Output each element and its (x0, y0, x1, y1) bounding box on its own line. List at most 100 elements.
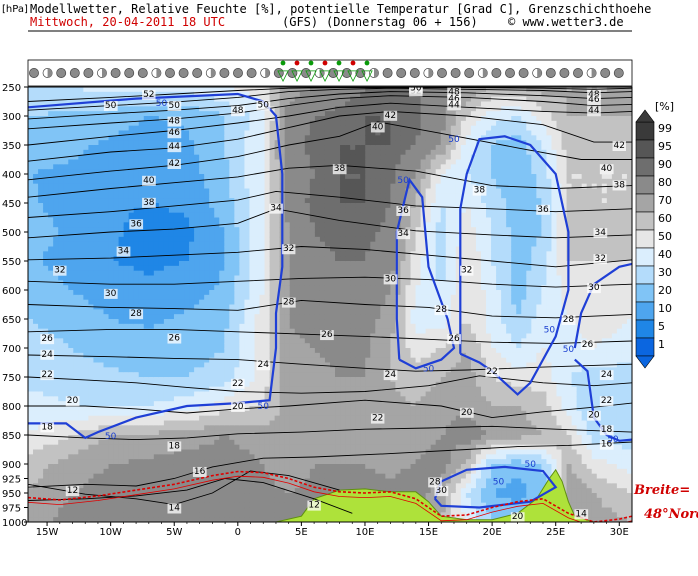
rh-cell (133, 420, 140, 426)
rh-cell (158, 483, 165, 489)
rh-cell (68, 275, 74, 281)
rh-cell (189, 396, 195, 402)
rh-cell (194, 265, 200, 272)
rh-cell (284, 178, 291, 185)
rh-cell (78, 396, 84, 402)
rh-cell (224, 217, 230, 223)
rh-cell (43, 435, 49, 441)
rh-cell (199, 135, 205, 141)
rh-cell (189, 401, 195, 407)
rh-cell (68, 125, 74, 132)
rh-cell (214, 333, 220, 339)
rh-cell (43, 178, 49, 185)
rh-cell (168, 449, 175, 455)
rh-cell (184, 454, 190, 460)
rh-cell (199, 333, 205, 339)
rh-cell (153, 101, 160, 107)
rh-cell (254, 111, 261, 117)
rh-cell (204, 319, 210, 325)
rh-cell (53, 159, 59, 165)
rh-cell (133, 241, 140, 248)
rh-cell (184, 401, 190, 407)
rh-cell (163, 357, 170, 364)
rh-cell (48, 285, 54, 291)
rh-cell (284, 372, 291, 378)
rh-cell (123, 333, 130, 339)
rh-cell (38, 91, 44, 98)
rh-cell (249, 203, 256, 209)
rh-cell (78, 415, 84, 422)
rh-cell (128, 149, 135, 156)
rh-cell (294, 396, 301, 402)
rh-cell (103, 444, 110, 451)
rh-cell (83, 125, 89, 132)
rh-cell (73, 372, 79, 378)
rh-cell (83, 430, 89, 436)
rh-cell (98, 309, 105, 315)
rh-cell (168, 512, 175, 518)
rh-cell (229, 87, 235, 93)
rh-cell (153, 106, 160, 112)
rh-cell (153, 348, 160, 354)
rh-cell (93, 265, 100, 272)
rh-cell (179, 406, 185, 412)
rh-cell (108, 493, 115, 499)
rh-cell (28, 174, 34, 180)
rh-cell (209, 261, 215, 267)
rh-cell (43, 222, 49, 228)
rh-cell (224, 290, 230, 296)
rh-cell (224, 140, 230, 146)
rh-cell (78, 488, 84, 494)
rh-cell (118, 425, 125, 431)
rh-cell (123, 435, 130, 441)
rh-cell (219, 125, 225, 132)
rh-cell (158, 154, 165, 161)
rh-cell (244, 261, 251, 267)
rh-cell (274, 468, 281, 475)
rh-cell (158, 212, 165, 219)
rh-cell (138, 497, 145, 504)
rh-cell (53, 96, 59, 103)
rh-cell (264, 497, 271, 504)
rh-cell (173, 468, 180, 475)
rh-cell (259, 290, 266, 296)
rh-cell (173, 265, 180, 272)
rh-cell (194, 212, 200, 219)
rh-cell (274, 444, 281, 451)
rh-cell (38, 299, 44, 306)
rh-cell (163, 207, 170, 214)
rh-cell (158, 116, 165, 122)
rh-cell (199, 406, 205, 412)
rh-cell (289, 314, 296, 320)
rh-cell (173, 473, 180, 480)
rh-cell (93, 299, 100, 306)
rh-cell (199, 367, 205, 373)
rh-cell (53, 217, 59, 223)
rh-cell (58, 87, 64, 93)
rh-cell (118, 352, 125, 359)
rh-cell (133, 275, 140, 281)
rh-cell (204, 348, 210, 354)
rh-cell (93, 120, 100, 127)
rh-cell (28, 352, 34, 359)
rh-cell (214, 507, 220, 513)
rh-cell (113, 270, 120, 277)
rh-cell (73, 420, 79, 426)
rh-cell (63, 343, 69, 349)
rh-cell (83, 116, 89, 122)
rh-cell (179, 401, 185, 407)
rh-cell (118, 164, 125, 170)
rh-cell (113, 256, 120, 262)
rh-cell (33, 381, 39, 388)
rh-cell (244, 410, 251, 417)
rh-cell (128, 459, 135, 465)
rh-cell (199, 183, 205, 190)
rh-cell (98, 241, 105, 248)
rh-cell (239, 502, 246, 509)
rh-cell (163, 212, 170, 219)
rh-cell (168, 396, 175, 402)
rh-cell (219, 203, 225, 209)
rh-cell (254, 348, 261, 354)
rh-cell (53, 415, 59, 422)
rh-cell (249, 328, 256, 335)
